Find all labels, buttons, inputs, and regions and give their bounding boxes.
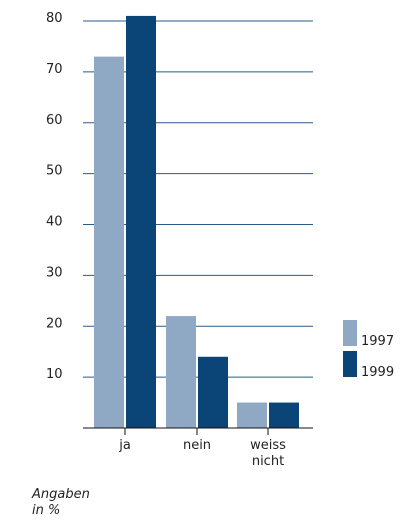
units-note-line: in % <box>32 503 60 518</box>
bar-1997-2 <box>237 402 267 428</box>
bar-1999-0 <box>126 15 156 428</box>
y-tick-label: 50 <box>46 164 63 179</box>
bar-1997-1 <box>166 316 196 428</box>
legend: 1997 1999 <box>343 320 394 380</box>
y-tick-label: 30 <box>46 265 63 280</box>
x-tick-label: ja <box>118 438 131 453</box>
bar-1997-0 <box>94 56 124 429</box>
y-tick-label: 20 <box>46 316 63 331</box>
bar-1999-1 <box>198 356 228 428</box>
y-tick-label: 60 <box>46 113 63 128</box>
bars <box>94 15 299 429</box>
bar-1999-2 <box>269 402 299 428</box>
legend-swatch-1999 <box>343 351 357 377</box>
y-tick-label: 10 <box>46 367 63 382</box>
legend-swatch-1997 <box>343 320 357 346</box>
x-tick-label: nicht <box>252 454 284 469</box>
x-tick-label: nein <box>183 438 211 453</box>
legend-label-1997: 1997 <box>361 334 394 349</box>
legend-label-1999: 1999 <box>361 365 394 380</box>
units-note-line: Angaben <box>31 487 90 502</box>
y-axis-tick-labels: 10 20 30 40 50 60 70 80 <box>46 11 63 382</box>
x-tick-label: weiss <box>250 438 286 453</box>
y-tick-label: 80 <box>46 11 63 26</box>
y-tick-label: 70 <box>46 62 63 77</box>
y-tick-label: 40 <box>46 215 63 230</box>
